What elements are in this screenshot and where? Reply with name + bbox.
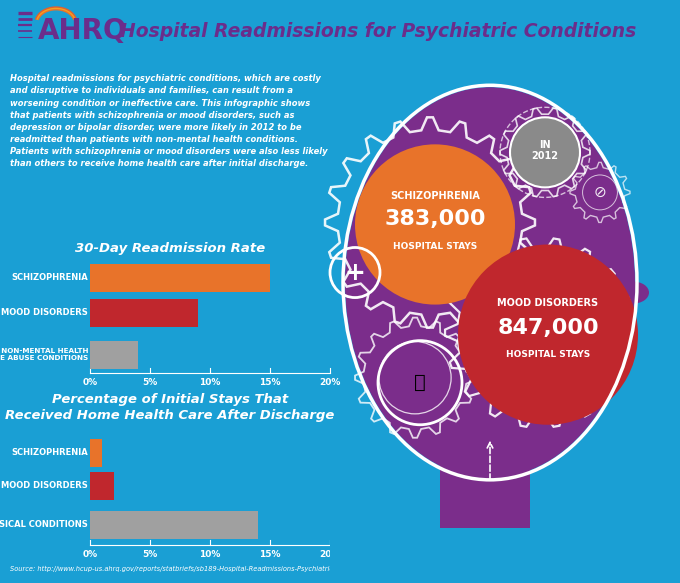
Text: SCHIZOPHRENIA: SCHIZOPHRENIA [12,273,88,282]
Text: 15%: 15% [259,550,281,559]
Bar [90,439,102,467]
Text: 15%: 15% [259,378,281,387]
Bar [90,511,258,539]
Text: MOOD DISORDERS: MOOD DISORDERS [1,482,88,490]
Bar [90,340,138,368]
Bar [90,298,198,326]
Text: MOOD DISORDERS: MOOD DISORDERS [498,297,598,308]
Text: MOOD DISORDERS: MOOD DISORDERS [1,308,88,317]
Text: 10%: 10% [199,550,221,559]
Text: 30-Day Readmission Rate: 30-Day Readmission Rate [75,243,265,255]
Bar [90,264,270,292]
Text: SCHIZOPHRENIA: SCHIZOPHRENIA [390,191,480,201]
Text: 847,000: 847,000 [497,318,599,338]
Text: HOSPITAL STAYS: HOSPITAL STAYS [506,350,590,359]
Text: 0%: 0% [82,378,97,387]
Text: ⊘: ⊘ [594,185,607,200]
Text: 5%: 5% [142,550,158,559]
Ellipse shape [345,87,635,478]
Text: Publication Date: May 28, 2015: Publication Date: May 28, 2015 [554,566,670,572]
Text: 🛏: 🛏 [414,373,426,392]
Text: Source: http://www.hcup-us.ahrq.gov/reports/statbriefs/sb189-Hospital-Readmissio: Source: http://www.hcup-us.ahrq.gov/repo… [10,566,398,572]
Ellipse shape [617,282,649,304]
Text: 383,000: 383,000 [384,209,486,230]
Text: HOSPITAL STAYS: HOSPITAL STAYS [393,242,477,251]
Circle shape [355,145,515,304]
Text: 5%: 5% [142,378,158,387]
Text: 20%: 20% [320,550,341,559]
Text: IN
2012: IN 2012 [532,139,558,161]
Bar [330,528,680,583]
Text: +: + [345,261,365,285]
Text: SCHIZOPHRENIA: SCHIZOPHRENIA [12,448,88,457]
Text: Percentage of Initial Stays That
Received Home Health Care After Discharge: Percentage of Initial Stays That Receive… [5,393,335,422]
Bar [440,433,530,553]
Text: PHYSICAL CONDITIONS: PHYSICAL CONDITIONS [0,521,88,529]
Text: Hospital Readmissions for Psychiatric Conditions: Hospital Readmissions for Psychiatric Co… [120,22,636,41]
Text: 0%: 0% [82,550,97,559]
Circle shape [458,244,638,425]
Text: 20%: 20% [320,378,341,387]
Circle shape [510,117,580,187]
Text: ALL OTHER NON-MENTAL HEALTH
& SUBSTANCE ABUSE CONDITIONS: ALL OTHER NON-MENTAL HEALTH & SUBSTANCE … [0,348,88,361]
Text: AHRQ: AHRQ [38,17,128,45]
Bar [90,472,114,500]
Text: Hospital readmissions for psychiatric conditions, which are costly
and disruptiv: Hospital readmissions for psychiatric co… [10,74,328,168]
Text: 10%: 10% [199,378,221,387]
